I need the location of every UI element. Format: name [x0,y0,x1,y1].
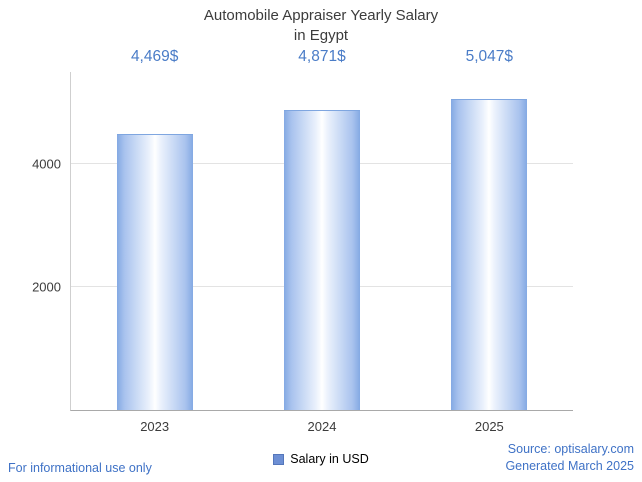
source-attribution[interactable]: Source: optisalary.com Generated March 2… [505,441,634,475]
bar-value-label-2025: 5,047$ [465,48,514,65]
chart-title-line2: in Egypt [293,26,349,44]
y-tick-label-2000: 2000 [32,279,61,295]
legend-label: Salary in USD [290,452,369,466]
plot-area: 2000 4000 4,469$ 2023 4,871$ 2024 5,047$ 2025 [32,48,573,434]
bar-value-label-2023: 4,469$ [130,48,179,65]
bar-2024 [284,109,360,410]
source-link[interactable]: Source: optisalary.com [507,442,634,457]
chart-title: Automobile Appraiser Yearly Salary in Eg… [0,6,642,45]
chart-legend: Salary in USD [0,452,642,466]
bar-2025 [451,98,528,410]
chart-title-line1: Automobile Appraiser Yearly Salary [203,7,439,24]
y-tick-label-4000: 4000 [32,156,61,172]
x-category-label-2025: 2025 [474,419,504,434]
generated-date: Generated March 2025 [505,459,634,474]
disclaimer-text: For informational use only [8,461,152,475]
x-category-label-2023: 2023 [140,419,170,434]
legend-marker-icon [273,453,285,465]
bar-2023 [116,134,193,410]
bar-value-label-2024: 4,871$ [298,48,346,65]
x-category-label-2024: 2024 [307,419,337,434]
